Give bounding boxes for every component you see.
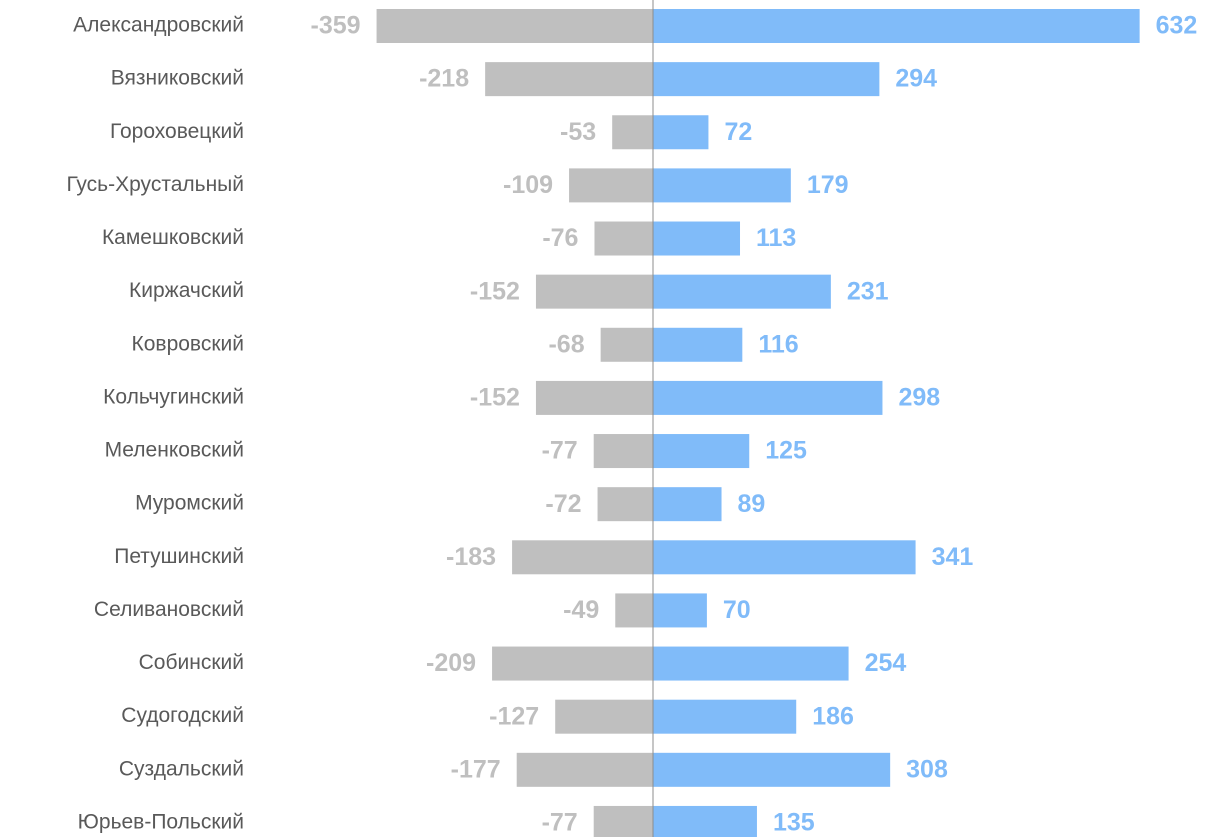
bar [653,434,750,469]
value-label: -77 [542,809,578,837]
bar [555,699,653,734]
bar [653,805,757,837]
bar [653,168,791,203]
value-label: -68 [548,330,584,358]
bar [653,380,883,415]
value-label: -177 [451,755,501,783]
category-label: Кольчугинский [103,385,244,408]
value-label: -218 [419,65,469,93]
category-label: Гороховецкий [110,120,244,143]
category-label: Судогодский [121,704,244,727]
category-label: Киржачский [129,279,244,302]
value-label: 70 [723,596,751,624]
bar [653,9,1140,43]
value-label: -152 [470,277,520,305]
bar [653,62,880,97]
value-label: 254 [865,649,907,677]
value-label: 179 [807,171,849,199]
value-label: 298 [898,384,940,412]
bar [653,221,741,256]
bar [653,487,722,522]
bar [593,434,653,469]
value-label: 341 [932,543,974,571]
value-label: -49 [563,596,599,624]
value-label: 113 [756,224,796,252]
value-label: -183 [446,543,496,571]
value-label: 89 [738,490,766,518]
value-label: 72 [724,118,752,146]
bar [569,168,653,203]
bar [612,115,653,150]
category-label: Вязниковский [111,67,244,90]
bar [600,327,653,362]
category-label: Александровский [73,14,244,37]
bar [516,752,653,787]
bar [593,805,653,837]
value-label: 116 [758,330,798,358]
bar [653,327,743,362]
bar [653,115,709,150]
value-label: 231 [847,277,889,305]
value-label: -359 [311,12,361,40]
bar [492,646,653,681]
value-label: 632 [1156,12,1198,40]
bar [512,540,653,575]
value-label: -152 [470,384,520,412]
bar [535,380,653,415]
value-label: -76 [542,224,578,252]
bar [653,646,849,681]
bar [485,62,653,97]
category-label: Камешковский [102,226,244,249]
bar [653,699,797,734]
value-label: -109 [503,171,553,199]
category-label: Юрьев-Польский [78,810,244,833]
category-label: Ковровский [132,332,245,355]
category-label: Гусь-Хрустальный [66,173,244,196]
bar [653,540,916,575]
value-label: 294 [895,65,937,93]
value-label: 125 [765,437,807,465]
category-label: Петушинский [114,545,244,568]
bar [597,487,653,522]
bar [535,274,653,309]
value-label: -77 [542,437,578,465]
bar [653,593,707,628]
category-label: Меленковский [105,439,244,462]
value-label: -127 [489,702,539,730]
value-label: -209 [426,649,476,677]
value-label: 186 [812,702,854,730]
value-label: 308 [906,755,948,783]
category-label: Собинский [139,651,244,674]
category-label: Суздальский [119,757,244,780]
value-label: 135 [773,809,815,837]
bar [653,752,891,787]
bar [615,593,653,628]
bar [653,274,831,309]
value-label: -72 [545,490,581,518]
category-label: Селивановский [94,598,244,621]
bar [594,221,653,256]
category-label: Муромский [135,492,244,515]
bar [376,9,653,43]
value-label: -53 [560,118,596,146]
